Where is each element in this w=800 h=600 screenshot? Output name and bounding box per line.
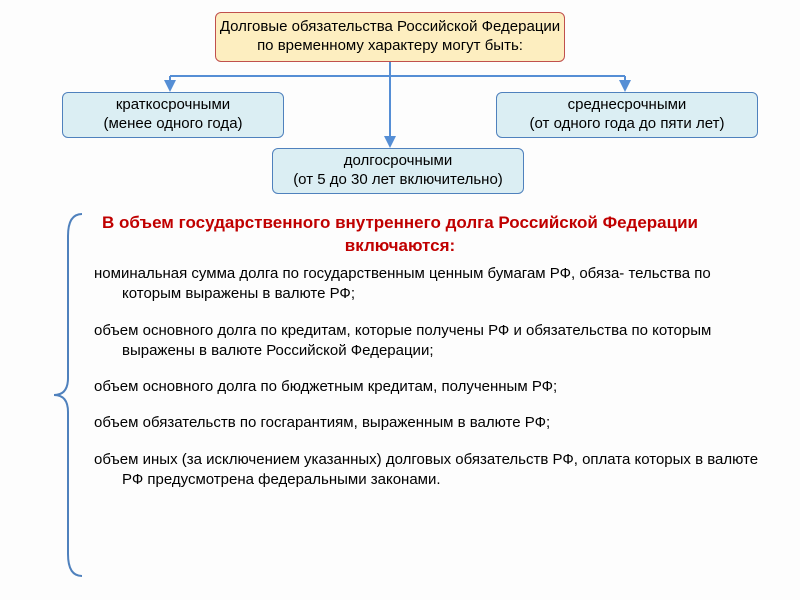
list-item: объем основного долга по бюджетным креди… [94, 377, 764, 397]
section-title-line1: В объем государственного внутреннего дол… [50, 212, 750, 235]
root-line2: по временному характеру могут быть: [257, 37, 523, 56]
long-term-line2: (от 5 до 30 лет включительно) [293, 171, 503, 190]
medium-term-box: среднесрочными (от одного года до пяти л… [496, 92, 758, 138]
long-term-box: долгосрочными (от 5 до 30 лет включитель… [272, 148, 524, 194]
list-item: объем обязательств по госгарантиям, выра… [94, 413, 764, 433]
short-term-box: краткосрочными (менее одного года) [62, 92, 284, 138]
root-box: Долговые обязательства Российской Федера… [215, 12, 565, 62]
section-title-line2: включаются: [50, 235, 750, 258]
list-item: объем основного долга по кредитам, котор… [94, 321, 764, 362]
long-term-line1: долгосрочными [344, 152, 452, 171]
short-term-line1: краткосрочными [116, 96, 230, 115]
section-title: В объем государственного внутреннего дол… [50, 212, 750, 258]
bullet-list: номинальная сумма долга по государственн… [94, 264, 764, 506]
list-item: объем иных (за исключением указанных) до… [94, 450, 764, 491]
root-line1: Долговые обязательства Российской Федера… [220, 18, 560, 37]
medium-term-line1: среднесрочными [568, 96, 687, 115]
short-term-line2: (менее одного года) [103, 115, 242, 134]
medium-term-line2: (от одного года до пяти лет) [530, 115, 725, 134]
list-bracket [48, 210, 90, 580]
list-item: номинальная сумма долга по государственн… [94, 264, 764, 305]
